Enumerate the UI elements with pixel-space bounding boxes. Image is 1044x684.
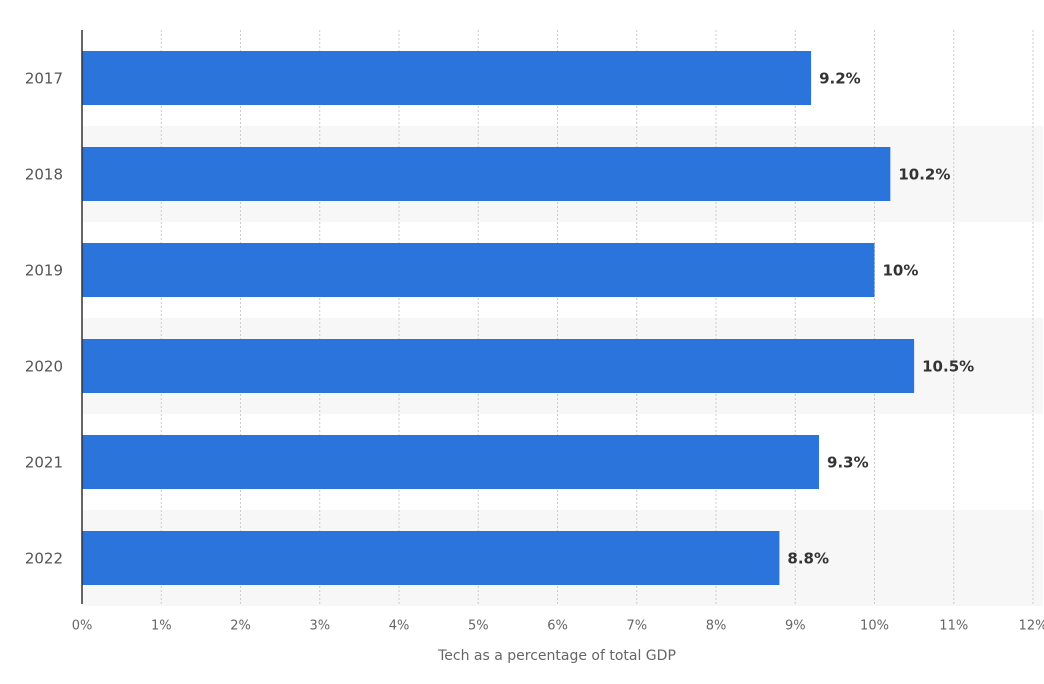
- bar: [82, 147, 891, 201]
- bar: [82, 51, 812, 105]
- x-axis-title: Tech as a percentage of total GDP: [437, 648, 676, 664]
- y-tick-label: 2020: [25, 358, 63, 376]
- value-label: 9.3%: [827, 454, 869, 472]
- x-tick-label: 10%: [860, 619, 889, 634]
- x-tick-label: 0%: [72, 619, 93, 634]
- bar: [82, 339, 915, 393]
- y-tick-label: 2017: [25, 70, 63, 88]
- x-tick-label: 3%: [309, 619, 330, 634]
- x-tick-label: 5%: [468, 619, 489, 634]
- value-label: 10%: [883, 262, 919, 280]
- x-tick-label: 6%: [547, 619, 568, 634]
- y-tick-label: 2022: [25, 550, 63, 568]
- y-tick-label: 2021: [25, 454, 63, 472]
- value-label: 10.5%: [922, 358, 974, 376]
- bar: [82, 435, 820, 489]
- x-tick-label: 7%: [626, 619, 647, 634]
- x-tick-label: 2%: [230, 619, 251, 634]
- bar: [82, 531, 780, 585]
- value-label: 10.2%: [898, 166, 950, 184]
- x-tick-label: 11%: [939, 619, 968, 634]
- x-tick-label: 8%: [706, 619, 727, 634]
- y-tick-label: 2019: [25, 262, 63, 280]
- x-tick-label: 1%: [151, 619, 172, 634]
- x-tick-label: 12%: [1019, 619, 1044, 634]
- x-tick-label: 4%: [389, 619, 410, 634]
- value-label: 8.8%: [787, 550, 829, 568]
- bar: [82, 243, 875, 297]
- value-label: 9.2%: [819, 70, 861, 88]
- x-tick-label: 9%: [785, 619, 806, 634]
- y-tick-label: 2018: [25, 166, 63, 184]
